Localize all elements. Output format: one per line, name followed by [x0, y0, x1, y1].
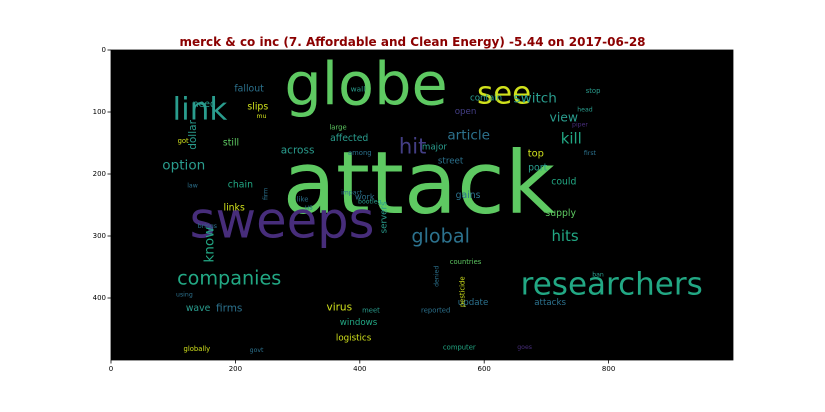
- chart-title: merck & co inc (7. Affordable and Clean …: [179, 35, 646, 49]
- x-tick-label: 800: [602, 365, 615, 373]
- word-globe: globe: [284, 50, 447, 119]
- word-top: top: [528, 149, 544, 160]
- word-update: update: [458, 298, 489, 308]
- word-bootleg: bootleg: [358, 198, 381, 205]
- word-like: like: [297, 195, 309, 203]
- word-need: need: [193, 99, 216, 110]
- word-contain: contain: [470, 93, 502, 103]
- word-researchers: researchers: [521, 266, 703, 302]
- word-large: large: [329, 124, 346, 132]
- word-computer: computer: [443, 344, 476, 352]
- word-still: still: [223, 138, 239, 149]
- word-reported: reported: [421, 306, 450, 314]
- word-using: using: [176, 291, 193, 298]
- word-among: among: [348, 149, 372, 157]
- word-denied: denied: [433, 266, 440, 287]
- word-globally: globally: [184, 345, 211, 353]
- word-gains: gains: [456, 190, 481, 201]
- word-meet: meet: [362, 306, 380, 314]
- word-chain: chain: [228, 180, 253, 191]
- word-switch: switch: [514, 90, 557, 106]
- plot-background: [111, 50, 733, 360]
- word-fallout: fallout: [234, 84, 264, 95]
- word-work: work: [355, 191, 375, 201]
- word-mu: mu: [257, 113, 267, 120]
- word-global: global: [411, 225, 470, 248]
- word-law: law: [187, 182, 198, 189]
- word-countries: countries: [450, 258, 482, 266]
- word-impact: impact: [341, 190, 363, 197]
- word-pesticide: pesticide: [458, 276, 466, 307]
- word-article: article: [447, 128, 490, 144]
- y-tick-label: 0: [102, 46, 106, 54]
- y-tick-label: 100: [93, 108, 106, 116]
- word-option: option: [162, 157, 205, 173]
- word-kill: kill: [561, 130, 582, 148]
- word-major: major: [422, 142, 448, 152]
- word-hits: hits: [551, 227, 578, 245]
- x-tick-label: 200: [229, 365, 242, 373]
- x-tick-label: 400: [353, 365, 366, 373]
- word-brings: brings: [198, 223, 217, 230]
- word-stop: stop: [586, 87, 601, 95]
- word-open: open: [455, 107, 477, 117]
- word-attacks: attacks: [534, 298, 566, 308]
- word-attack: attack: [283, 133, 556, 234]
- word-port: port: [528, 162, 547, 173]
- word-link: link: [173, 92, 228, 128]
- word-logistics: logistics: [336, 333, 372, 343]
- word-sweeps: sweeps: [190, 192, 375, 250]
- word-firm: firm: [262, 188, 269, 200]
- word-across: across: [281, 144, 315, 156]
- word-see: see: [477, 75, 531, 111]
- word-us: us: [305, 203, 313, 211]
- word-links: links: [224, 203, 245, 214]
- word-dollar: dollar: [187, 119, 199, 149]
- word-slips: slips: [247, 102, 268, 113]
- word-could: could: [551, 177, 576, 188]
- word-virus: virus: [326, 301, 352, 313]
- word-firms: firms: [216, 303, 242, 315]
- word-got: got: [178, 137, 189, 145]
- plot-frame: [110, 49, 734, 361]
- x-tick-label: 600: [478, 365, 491, 373]
- word-windows: windows: [340, 318, 378, 328]
- y-tick-label: 200: [93, 170, 106, 178]
- x-tick-label: 0: [109, 365, 113, 373]
- word-servers: servers: [380, 201, 390, 234]
- word-ban: ban: [592, 272, 604, 279]
- word-street: street: [438, 157, 464, 167]
- word-govt: govt: [250, 347, 264, 354]
- word-piper: piper: [572, 122, 588, 129]
- word-layer: attack globe sweeps researchers link see compa…: [162, 50, 702, 355]
- y-axis: 0 100 200 300 400: [93, 46, 111, 302]
- word-first: first: [584, 150, 597, 157]
- word-wall: wall: [351, 85, 366, 94]
- word-supply: supply: [545, 208, 576, 219]
- word-view: view: [550, 109, 579, 124]
- word-head: head: [577, 107, 593, 114]
- word-companies: companies: [177, 267, 281, 290]
- word-hit: hit: [399, 134, 427, 159]
- word-wave: wave: [186, 303, 211, 314]
- x-axis: 0 200 400 600 800: [109, 360, 615, 373]
- word-know: know: [201, 227, 217, 263]
- y-tick-label: 300: [93, 232, 106, 240]
- y-tick-label: 400: [93, 294, 106, 302]
- word-affected: affected: [330, 133, 368, 144]
- word-goes: goes: [517, 344, 532, 351]
